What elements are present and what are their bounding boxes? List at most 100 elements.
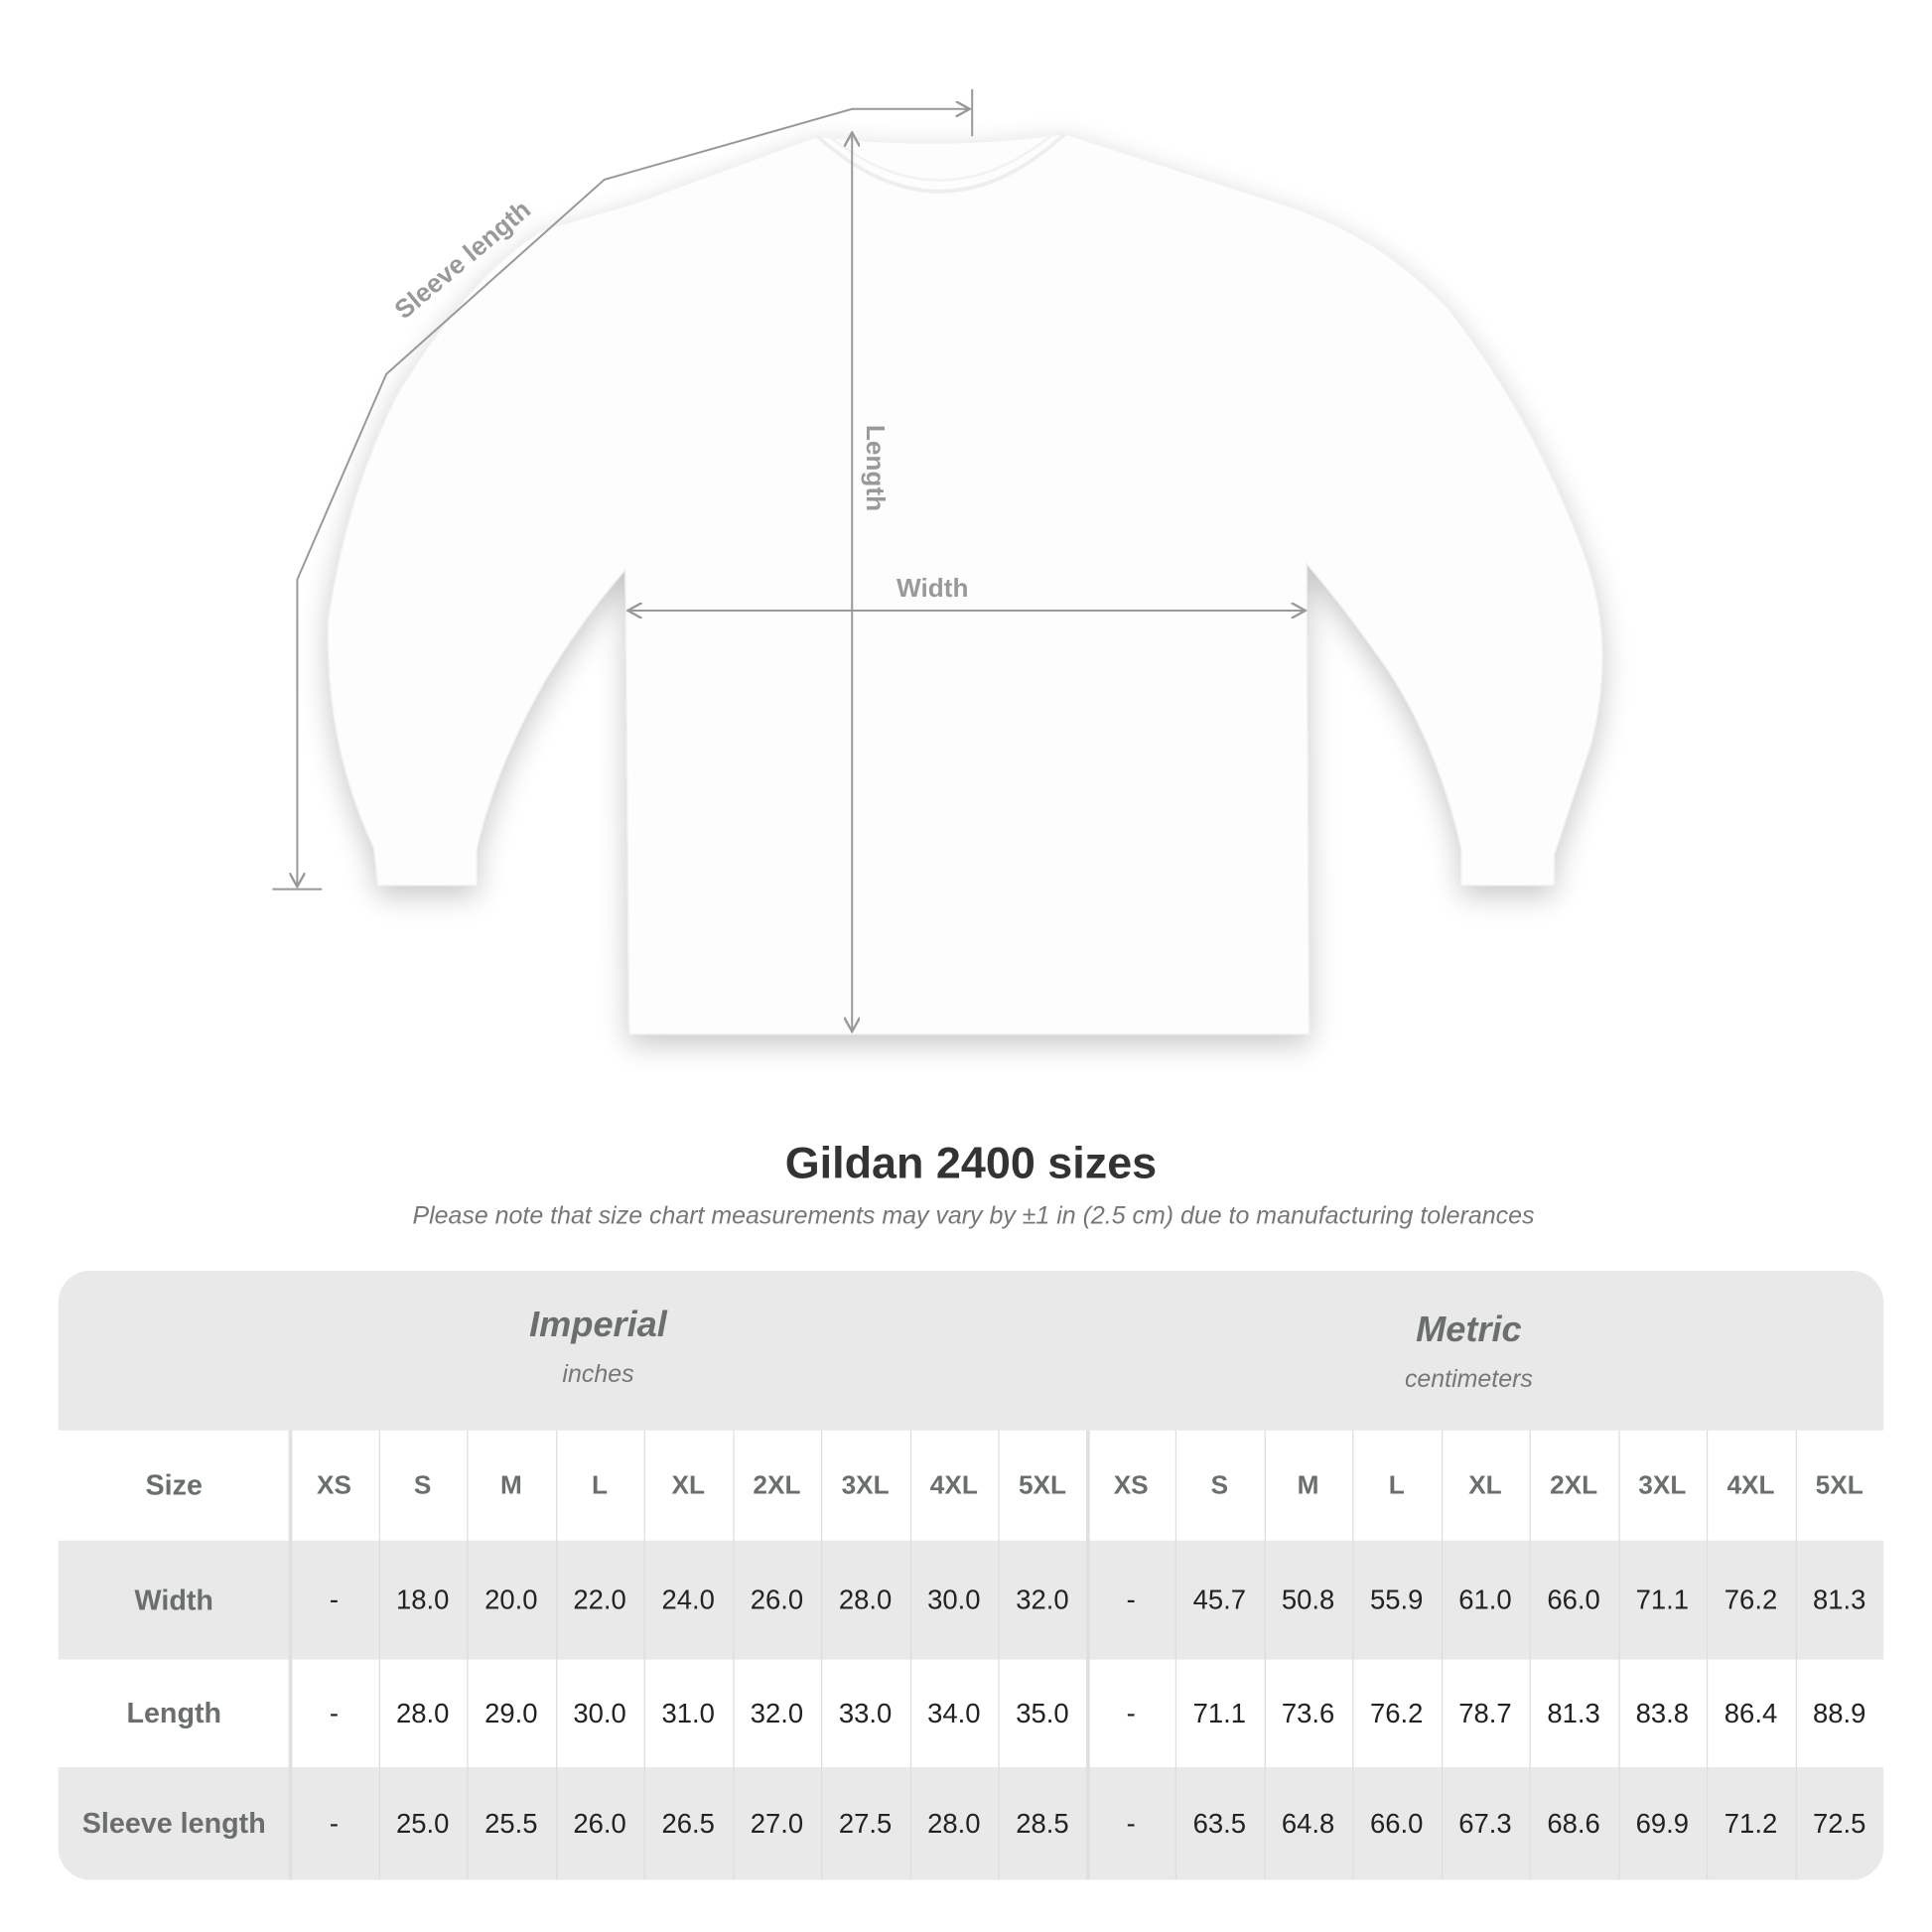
size-header-cell: 5XL [1018,1470,1067,1499]
tolerance-note: Please note that size chart measurements… [412,1202,1535,1230]
value-cell: 26.0 [573,1807,626,1839]
value-cell: - [1126,1584,1136,1615]
value-cell: 83.8 [1635,1697,1690,1728]
imperial-title: Imperial [529,1305,667,1345]
value-cell: 26.5 [661,1807,715,1839]
value-cell: 63.5 [1192,1807,1247,1839]
size-header-cell: XS [317,1470,351,1499]
row-label: Length [126,1696,222,1729]
size-header-cell: XL [671,1470,705,1499]
value-cell: 28.0 [395,1697,450,1728]
size-header-cell: 3XL [1638,1470,1687,1499]
value-cell: 31.0 [661,1697,715,1728]
table-header: Imperial inches Metric centimeters [58,1270,1884,1431]
column-divider [1706,1430,1709,1880]
column-divider [1529,1430,1531,1880]
column-divider [378,1430,380,1880]
column-divider [732,1430,735,1880]
value-cell: 25.5 [484,1807,538,1839]
value-cell: - [1126,1807,1136,1839]
table-row: Length - 28.0 29.0 30.0 31.0 32.0 33.0 34.0 35.0 -… [59,1660,1884,1768]
value-cell: - [1126,1697,1136,1728]
value-cell: 20.0 [484,1584,538,1615]
table-row: Sleeve length - 25.0 25.5 26.0 26.5 27.0 27.5 28… [58,1767,1884,1880]
size-header-cell: M [499,1470,522,1499]
value-cell: - [329,1584,340,1615]
value-cell: 81.3 [1547,1697,1600,1728]
value-cell: 34.0 [927,1697,981,1728]
column-divider [467,1430,469,1880]
value-cell: 27.5 [838,1807,893,1839]
value-cell: 24.0 [661,1584,715,1615]
size-header-cell: 4XL [929,1470,978,1499]
value-cell: 72.5 [1812,1807,1866,1839]
row-label: Width [134,1583,213,1616]
size-header-cell: 4XL [1726,1470,1775,1499]
value-cell: 71.2 [1724,1807,1778,1839]
value-cell: 81.3 [1812,1584,1866,1615]
column-divider [1263,1430,1266,1880]
value-cell: 25.0 [395,1807,450,1839]
value-cell: - [329,1807,340,1839]
value-cell: 55.9 [1370,1584,1424,1615]
column-divider [1617,1430,1619,1880]
column-divider [998,1430,1000,1880]
metric-header: Metric centimeters [1221,1311,1717,1395]
size-header-cell: M [1297,1470,1319,1499]
value-cell: 45.7 [1192,1584,1247,1615]
value-cell: 76.2 [1370,1697,1424,1728]
value-cell: 71.1 [1635,1584,1690,1615]
column-divider [1085,1430,1090,1880]
value-cell: 22.0 [573,1584,626,1615]
size-header-cell: XS [1113,1470,1149,1499]
size-header-cell: S [1210,1470,1229,1499]
value-cell: - [329,1697,340,1728]
metric-title: Metric [1416,1310,1522,1350]
value-cell: 66.0 [1547,1584,1600,1615]
size-header-cell: XL [1468,1470,1502,1499]
value-cell: 29.0 [484,1697,538,1728]
column-divider [1441,1430,1443,1880]
table-row: Width - 18.0 20.0 22.0 24.0 26.0 28.0 30.0 32.0 - 4… [58,1540,1884,1660]
length-label: Length [861,425,891,511]
value-cell: 64.8 [1281,1807,1335,1839]
column-divider [821,1430,823,1880]
column-divider [555,1430,557,1880]
value-cell: 68.6 [1547,1807,1600,1839]
column-divider [1352,1430,1354,1880]
row-label: Sleeve length [81,1806,266,1840]
value-cell: 32.0 [750,1697,804,1728]
value-cell: 50.8 [1281,1584,1335,1615]
size-header-row: Size XS S M L XL 2XL 3XL 4XL 5XL XS S M L XL 2XL 3XL 4XL 5… [59,1431,1884,1541]
size-header-cell: L [1388,1470,1405,1499]
value-cell: 32.0 [1016,1584,1069,1615]
sleeve-measure-line [272,88,974,891]
size-header-cell: 2XL [1550,1470,1598,1499]
value-cell: 69.9 [1635,1807,1690,1839]
row-label: Size [145,1468,203,1501]
value-cell: 28.0 [927,1807,981,1839]
value-cell: 66.0 [1370,1807,1424,1839]
value-cell: 73.6 [1281,1697,1335,1728]
value-cell: 61.0 [1458,1584,1512,1615]
size-header-cell: 3XL [841,1470,890,1499]
column-divider [288,1430,293,1880]
value-cell: 26.0 [750,1584,804,1615]
value-cell: 33.0 [838,1697,893,1728]
value-cell: 67.3 [1458,1807,1512,1839]
value-cell: 88.9 [1812,1697,1866,1728]
page-title: Gildan 2400 sizes [784,1137,1158,1188]
width-label: Width [897,573,968,603]
size-header-cell: 2XL [753,1470,801,1499]
value-cell: 30.0 [573,1697,626,1728]
value-cell: 78.7 [1458,1697,1512,1728]
imperial-header: Imperial inches [350,1306,846,1390]
column-divider [1795,1430,1797,1880]
column-divider [643,1430,645,1880]
size-header-cell: S [413,1470,432,1499]
size-header-cell: L [592,1470,609,1499]
size-chart-table: Imperial inches Metric centimeters Size X… [58,1270,1884,1880]
value-cell: 86.4 [1724,1697,1778,1728]
metric-unit: centimeters [1404,1365,1533,1394]
value-cell: 28.0 [838,1584,893,1615]
